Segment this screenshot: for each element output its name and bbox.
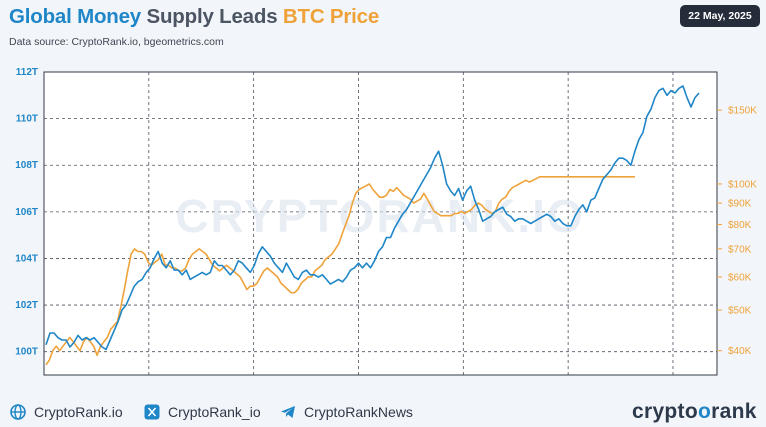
- chart-title: Global Money Supply Leads BTC Price: [9, 5, 379, 29]
- x-icon: [144, 404, 160, 420]
- title-part-money: Global Money: [9, 5, 142, 28]
- right-tick-label: $150K: [728, 106, 757, 117]
- right-tick-label: $100K: [728, 179, 757, 190]
- brand-logo: cryptoorank: [632, 400, 757, 423]
- grid-lines: [44, 72, 717, 375]
- data-source: Data source: CryptoRank.io, bgeometrics.…: [9, 36, 224, 48]
- left-tick-label: 104T: [15, 253, 38, 264]
- left-tick-label: 106T: [15, 207, 38, 218]
- left-tick-label: 108T: [15, 160, 38, 171]
- right-tick-label: $50K: [728, 306, 752, 317]
- right-tick-label: $70K: [728, 244, 752, 255]
- date-badge: 22 May, 2025: [680, 5, 760, 27]
- title-part-leads: Supply Leads: [146, 5, 278, 28]
- right-tick-label: $60K: [728, 272, 752, 283]
- money-supply-line: [45, 85, 700, 351]
- right-tick-label: $40K: [728, 346, 752, 357]
- left-tick-label: 102T: [15, 300, 38, 311]
- footer-telegram[interactable]: CryptoRankNews: [280, 404, 413, 420]
- series-layer: [45, 85, 700, 366]
- right-axis: $150K $100K $90K $80K $70K $60K $50K $40K: [717, 106, 757, 357]
- btc-price-line: [45, 176, 635, 366]
- right-tick-label: $80K: [728, 220, 752, 231]
- footer-site[interactable]: CryptoRank.io: [10, 404, 123, 420]
- right-tick-label: $90K: [728, 199, 752, 210]
- x-handle[interactable]: CryptoRank_io: [168, 404, 261, 420]
- plot-area: [43, 71, 718, 376]
- globe-icon: [10, 404, 26, 420]
- watermark: CRYPTORANK.IO: [175, 190, 584, 242]
- site-link[interactable]: CryptoRank.io: [34, 404, 123, 420]
- telegram-icon: [281, 406, 295, 418]
- telegram-handle[interactable]: CryptoRankNews: [304, 404, 413, 420]
- left-tick-label: 100T: [15, 347, 38, 358]
- left-tick-label: 112T: [16, 67, 38, 78]
- title-part-btc: BTC Price: [282, 5, 380, 28]
- footer-x[interactable]: CryptoRank_io: [144, 404, 261, 420]
- left-tick-label: 110T: [16, 114, 38, 125]
- left-axis: 112T 110T 108T 106T 104T 102T 100T: [15, 67, 38, 358]
